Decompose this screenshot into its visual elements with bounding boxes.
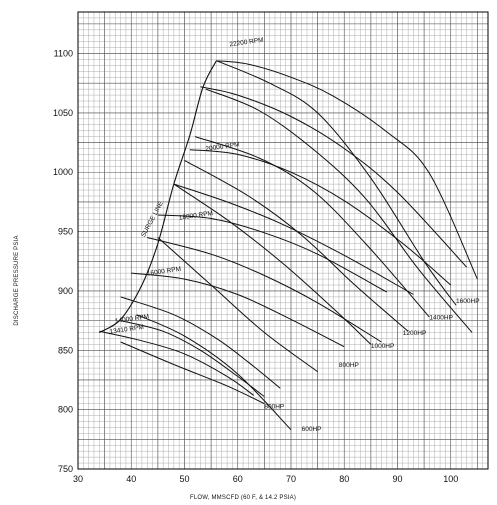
hp-label: 1600HP	[456, 298, 480, 305]
major-grid	[77, 12, 488, 470]
surge-line	[99, 60, 217, 333]
rpm-label: 18000 RPM	[178, 210, 213, 222]
curve-labels: 800HP 600HP 800HP 1000HP 1200HP 1400HP 1600HP 2…	[109, 37, 479, 433]
speed-curves	[99, 60, 478, 397]
rpm-label: 22200 RPM	[229, 37, 264, 49]
hp-label: 600HP	[302, 426, 322, 433]
hp-label: 800HP	[264, 403, 284, 410]
y-tick-label: 1050	[53, 108, 73, 118]
x-axis-ticks: 30 40 50 60 70 80 90 100	[73, 474, 458, 484]
speed-curve	[120, 320, 265, 397]
hp-label: 1000HP	[371, 343, 395, 350]
hp-line	[205, 88, 473, 333]
y-tick-label: 950	[58, 227, 73, 237]
speed-curve	[189, 149, 452, 286]
hp-line	[157, 237, 318, 373]
y-tick-label: 900	[58, 286, 73, 296]
hp-line	[194, 136, 430, 318]
x-tick-label: 50	[179, 474, 189, 484]
x-axis-title: FLOW, MMSCFD (60 F, & 14.2 PSIA)	[190, 495, 296, 501]
rpm-label: 20000 RPM	[205, 141, 240, 153]
hp-line	[136, 314, 292, 431]
hp-label: 800HP	[339, 362, 359, 369]
y-axis-title: DISCHARGE PRESSURE PSIA	[14, 235, 20, 325]
y-tick-label: 1000	[53, 167, 73, 177]
hp-label: 1200HP	[403, 330, 427, 337]
x-tick-label: 30	[73, 474, 83, 484]
rpm-label: 16000 RPM	[147, 266, 182, 278]
x-tick-label: 100	[443, 474, 458, 484]
y-tick-label: 750	[58, 464, 73, 474]
rpm-label: 13410 RPM	[109, 324, 144, 336]
minor-grid	[77, 11, 489, 470]
speed-curve	[173, 183, 414, 295]
x-tick-label: 60	[233, 474, 243, 484]
hp-line	[120, 341, 265, 405]
speed-curve	[120, 296, 281, 389]
speed-curve	[147, 237, 382, 343]
speed-curve	[200, 86, 468, 268]
plot-frame	[77, 11, 489, 470]
speed-curve	[216, 60, 478, 280]
y-tick-label: 850	[58, 345, 73, 355]
x-tick-label: 90	[392, 474, 402, 484]
hp-label: 1400HP	[429, 314, 453, 321]
rpm-label: 14000 RPM	[115, 313, 150, 325]
x-tick-label: 40	[126, 474, 136, 484]
speed-curve	[99, 330, 254, 396]
x-tick-label: 70	[286, 474, 296, 484]
speed-curve	[131, 272, 345, 348]
y-tick-label: 800	[58, 405, 73, 415]
x-tick-label: 80	[339, 474, 349, 484]
y-axis-ticks: 750 800 850 900 950 1000 1050 1100	[53, 49, 73, 474]
speed-curve	[157, 214, 388, 293]
horsepower-lines	[120, 60, 473, 431]
hp-line	[184, 159, 409, 332]
y-tick-label: 1100	[54, 49, 73, 59]
